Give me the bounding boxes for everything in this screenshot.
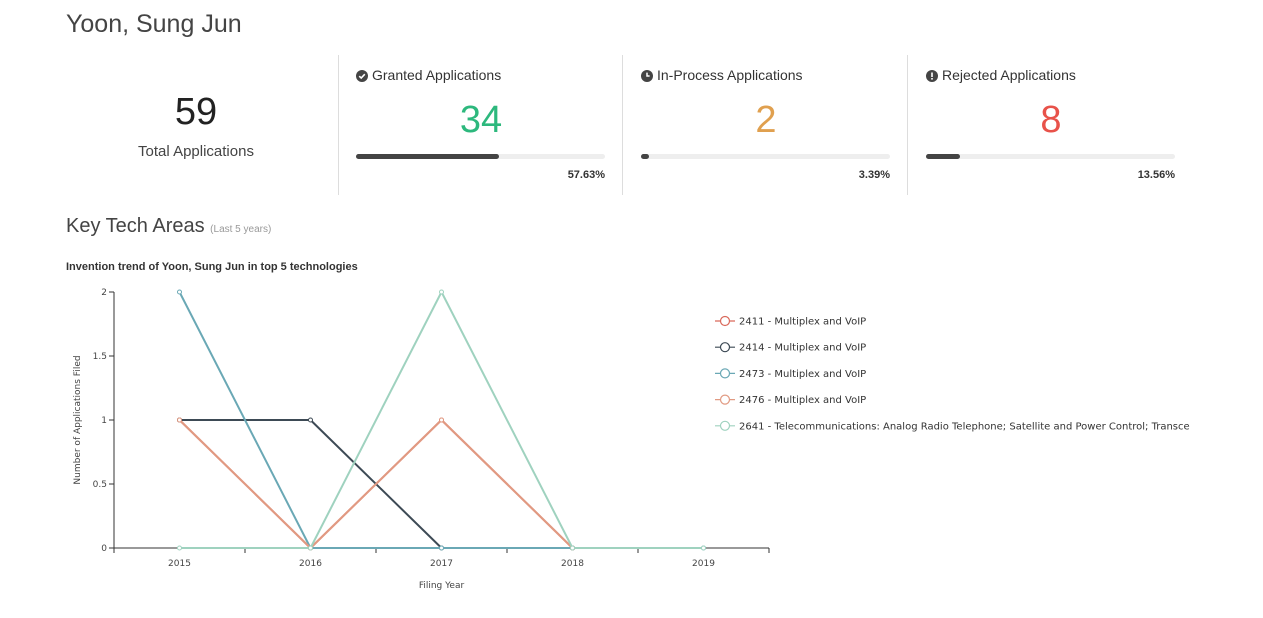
legend-marker-4 bbox=[719, 420, 731, 431]
series-point bbox=[177, 417, 182, 423]
series-point bbox=[177, 545, 182, 551]
y-tick-label: 2 bbox=[101, 288, 107, 298]
in-process-progress-fill bbox=[641, 154, 650, 159]
in-process-title-label: In-Process Applications bbox=[657, 67, 803, 83]
legend-marker-1 bbox=[719, 342, 731, 353]
rejected-percent: 13.56% bbox=[1137, 169, 1175, 181]
rejected-progress-bar bbox=[926, 154, 1175, 159]
rejected-progress-fill bbox=[926, 154, 960, 159]
exclamation-circle-icon bbox=[926, 70, 938, 82]
y-tick-label: 0.5 bbox=[93, 480, 107, 490]
y-axis-title: Number of Applications Filed bbox=[73, 355, 83, 484]
granted-value: 34 bbox=[459, 99, 503, 141]
series-point bbox=[439, 289, 444, 295]
x-tick-label: 2016 bbox=[299, 559, 322, 569]
granted-percent: 57.63% bbox=[567, 169, 605, 181]
legend-label-3: 2476 - Multiplex and VoIP bbox=[739, 395, 866, 406]
x-tick-label: 2015 bbox=[168, 559, 191, 569]
series-point bbox=[308, 417, 313, 423]
check-circle-icon bbox=[356, 70, 368, 82]
y-tick-label: 1 bbox=[101, 416, 107, 426]
card-divider bbox=[907, 55, 908, 195]
rejected-value: 8 bbox=[1040, 99, 1062, 141]
legend-marker-2 bbox=[719, 368, 731, 379]
section-title-label: Key Tech Areas bbox=[66, 215, 205, 237]
granted-title: Granted Applications bbox=[356, 67, 501, 83]
legend-label-0: 2411 - Multiplex and VoIP bbox=[739, 317, 866, 328]
granted-title-label: Granted Applications bbox=[372, 67, 502, 83]
series-point bbox=[439, 545, 444, 551]
series-point bbox=[570, 545, 575, 551]
legend-label-1: 2414 - Multiplex and VoIP bbox=[739, 343, 866, 354]
series-point bbox=[701, 545, 706, 551]
x-tick-label: 2019 bbox=[692, 559, 715, 569]
x-tick-label: 2018 bbox=[561, 559, 584, 569]
legend-label-4: 2641 - Telecommunications: Analog Radio … bbox=[739, 421, 1190, 432]
series-point bbox=[308, 545, 313, 551]
legend-marker-0 bbox=[719, 315, 731, 327]
granted-progress-fill bbox=[356, 154, 500, 159]
section-subtitle: (Last 5 years) bbox=[210, 224, 272, 235]
y-tick-label: 0 bbox=[101, 544, 107, 554]
y-tick-label: 1.5 bbox=[93, 352, 107, 362]
section-title: Key Tech Areas (Last 5 years) bbox=[66, 215, 271, 238]
legend-marker-3 bbox=[719, 394, 731, 405]
x-tick-label: 2017 bbox=[430, 559, 453, 569]
in-process-applications-card: In-Process Applications 2 3.39% bbox=[641, 55, 891, 195]
rejected-applications-card: Rejected Applications 8 13.56% bbox=[926, 55, 1176, 195]
granted-applications-card: Granted Applications 34 57.63% bbox=[356, 55, 606, 195]
legend-label-2: 2473 - Multiplex and VoIP bbox=[739, 369, 866, 380]
in-process-title: In-Process Applications bbox=[641, 67, 803, 83]
clock-icon bbox=[641, 70, 653, 82]
series-line-3 bbox=[178, 419, 574, 549]
series-point bbox=[439, 417, 444, 423]
series-point bbox=[177, 289, 182, 295]
rejected-title: Rejected Applications bbox=[926, 67, 1076, 83]
inventor-name: Yoon, Sung Jun bbox=[66, 10, 242, 38]
total-applications-card: 59 Total Applications bbox=[66, 55, 338, 195]
in-process-value: 2 bbox=[755, 99, 777, 141]
in-process-progress-bar bbox=[641, 154, 890, 159]
card-divider bbox=[622, 55, 623, 195]
x-axis-title: Filing Year bbox=[419, 581, 465, 591]
in-process-percent: 3.39% bbox=[858, 169, 890, 181]
chart-title: Invention trend of Yoon, Sung Jun in top… bbox=[66, 261, 358, 273]
card-divider bbox=[338, 55, 339, 195]
total-applications-value: 59 bbox=[174, 91, 218, 133]
total-applications-label: Total Applications bbox=[138, 143, 254, 160]
rejected-title-label: Rejected Applications bbox=[942, 67, 1076, 83]
granted-progress-bar bbox=[356, 154, 605, 159]
